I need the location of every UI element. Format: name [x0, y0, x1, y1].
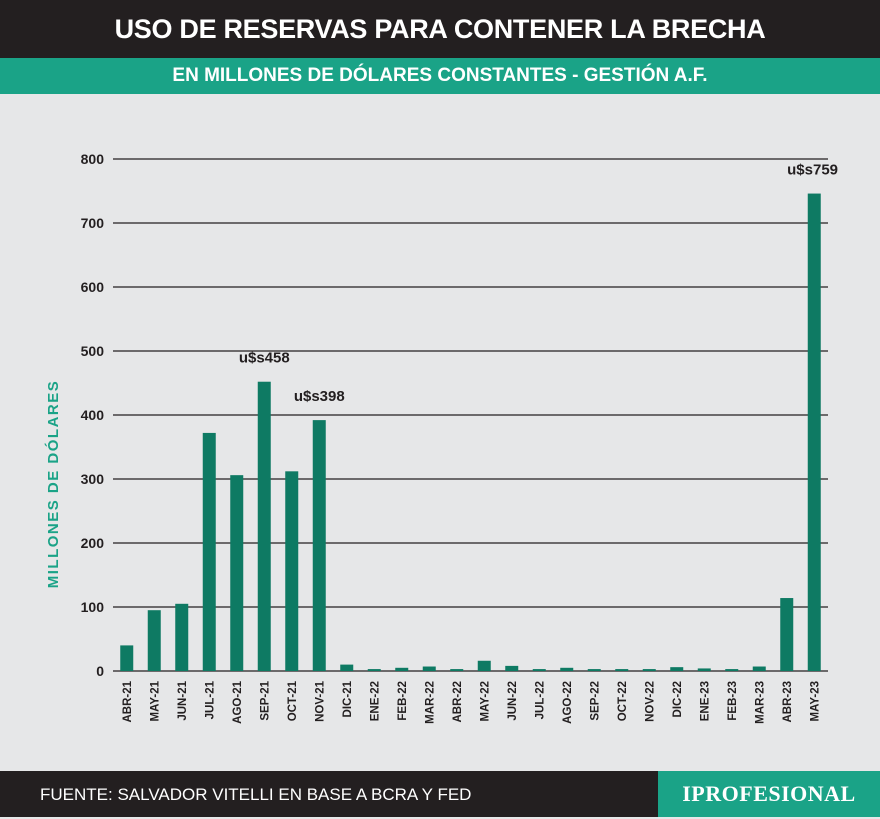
x-tick-label: JUN-22 [507, 681, 519, 721]
chart-subtitle: EN MILLONES DE DÓLARES CONSTANTES - GEST… [0, 58, 880, 94]
bar-may-23 [807, 193, 821, 671]
data-label: u$s458 [239, 350, 290, 367]
bar-chart: 0 100 200 300 400 500 600 700 800 ABR-21 MAY-21 JU… [44, 151, 838, 724]
x-tick-label: JUL-22 [534, 681, 546, 719]
x-tick-label: NOV-22 [644, 681, 656, 722]
data-label: u$s398 [294, 388, 345, 405]
x-tick-label: ABR-21 [122, 680, 134, 722]
x-tick-label: ENE-23 [699, 681, 711, 721]
bar-sep-21 [257, 381, 271, 671]
source-note: FUENTE: SALVADOR VITELLI EN BASE A BCRA … [40, 785, 472, 804]
bar-dic-21 [340, 664, 354, 671]
x-tick-label: ABR-22 [452, 681, 464, 723]
data-label: u$s759 [787, 162, 838, 179]
x-tick-label: FEB-22 [397, 681, 409, 721]
y-tick-label: 100 [81, 599, 105, 615]
bar-ene-22 [367, 669, 381, 671]
bar-nov-22 [642, 669, 656, 671]
y-tick-label: 400 [81, 407, 105, 423]
footer: FUENTE: SALVADOR VITELLI EN BASE A BCRA … [0, 771, 880, 817]
x-tick-label: AGO-21 [232, 680, 244, 723]
x-tick-label: AGO-22 [562, 681, 574, 724]
bar-jun-21 [175, 603, 189, 671]
x-tick-label: MAY-23 [809, 681, 821, 722]
y-tick-label: 500 [81, 343, 105, 359]
y-tick-label: 800 [81, 151, 105, 167]
y-tick-label: 300 [81, 471, 105, 487]
x-tick-label: MAY-22 [479, 681, 491, 722]
bar-feb-23 [725, 669, 739, 671]
bar-nov-21 [312, 420, 326, 671]
x-tick-label: SEP-22 [589, 681, 601, 721]
x-tick-label: MAY-21 [149, 680, 161, 721]
bar-jun-22 [505, 665, 519, 671]
bar-may-21 [147, 610, 161, 671]
bar-abr-21 [120, 645, 134, 671]
x-tick-label: OCT-22 [617, 681, 629, 721]
x-tick-label: JUL-21 [204, 680, 216, 719]
chart-title: USO DE RESERVAS PARA CONTENER LA BRECHA [0, 0, 880, 58]
x-tick-label: ABR-23 [782, 681, 794, 723]
brand-logo: IPROFESIONAL [658, 771, 880, 817]
x-tick-label: DIC-21 [342, 680, 354, 717]
bar-feb-22 [395, 667, 409, 671]
bar-abr-22 [450, 669, 464, 671]
x-tick-label: ENE-22 [369, 681, 381, 721]
x-tick-label: MAR-23 [754, 681, 766, 724]
x-tick-label: OCT-21 [287, 680, 299, 721]
y-axis-label: MILLONES DE DÓLARES [44, 380, 62, 589]
x-tick-label: MAR-22 [424, 681, 436, 724]
bar-mar-22 [422, 666, 436, 671]
y-tick-label: 200 [81, 535, 105, 551]
bar-abr-23 [780, 598, 794, 671]
bar-jul-21 [202, 432, 216, 671]
y-tick-label: 700 [81, 215, 105, 231]
bar-oct-22 [615, 669, 629, 671]
bar-sep-22 [587, 669, 601, 671]
bar-oct-21 [285, 471, 299, 671]
x-tick-label: NOV-21 [314, 680, 326, 722]
x-tick-label: JUN-21 [177, 680, 189, 720]
y-tick-label: 600 [81, 279, 105, 295]
bar-jul-22 [532, 669, 546, 671]
chart-area: 0 100 200 300 400 500 600 700 800 ABR-21 MAY-21 JU… [0, 94, 880, 771]
bar-ene-23 [697, 668, 711, 671]
x-tick-label: DIC-22 [672, 681, 684, 717]
bar-ago-21 [230, 475, 244, 671]
bar-ago-22 [560, 667, 574, 671]
bar-mar-23 [752, 666, 766, 671]
bar-may-22 [477, 660, 491, 671]
x-tick-label: FEB-23 [727, 681, 739, 721]
bar-dic-22 [670, 667, 684, 671]
x-tick-label: SEP-21 [259, 680, 271, 720]
y-tick-label: 0 [96, 663, 104, 679]
